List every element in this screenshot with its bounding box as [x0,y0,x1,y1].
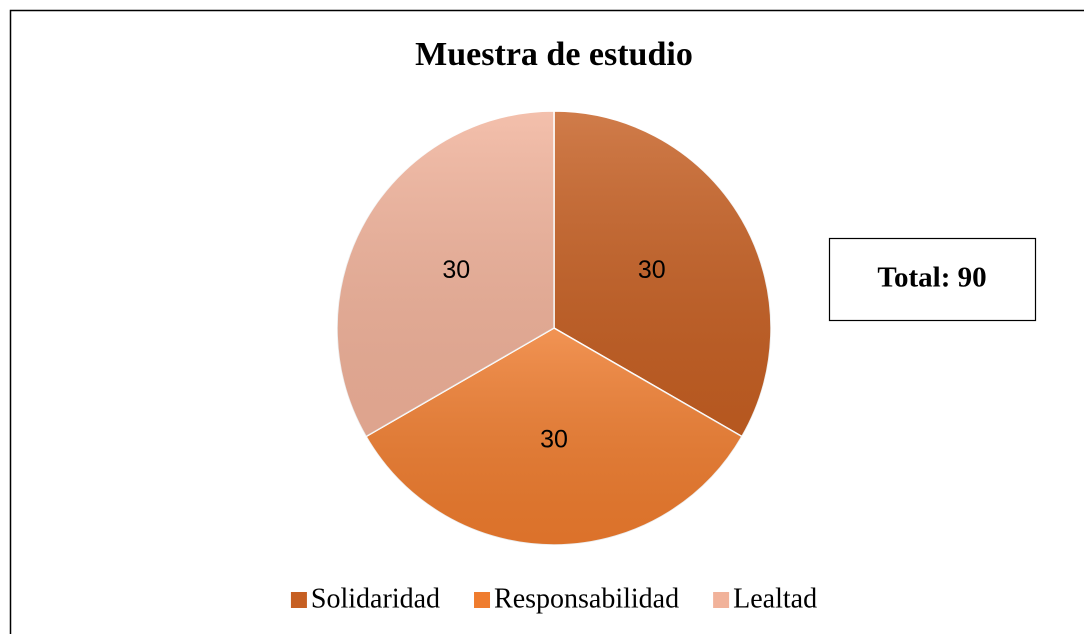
legend-item: Lealtad [713,583,817,614]
data-label: 30 [638,256,666,284]
chart-title: Muestra de estudio [415,36,693,73]
legend-swatch [474,592,491,608]
legend-swatch [713,592,730,608]
legend-label: Solidaridad [311,583,440,614]
annotation-box [828,237,1037,322]
legend-label: Responsabilidad [494,583,679,614]
data-label: 30 [442,256,470,284]
legend-swatch [290,592,307,608]
legend: Solidaridad Responsabilidad Lealtad [290,583,817,614]
legend-item: Solidaridad [290,583,440,614]
annotation: Total: 90 [877,262,986,294]
pie: 30 30 30 [336,110,772,546]
data-label: 30 [540,425,568,453]
legend-label: Lealtad [733,583,817,614]
legend-item: Responsabilidad [474,583,679,614]
